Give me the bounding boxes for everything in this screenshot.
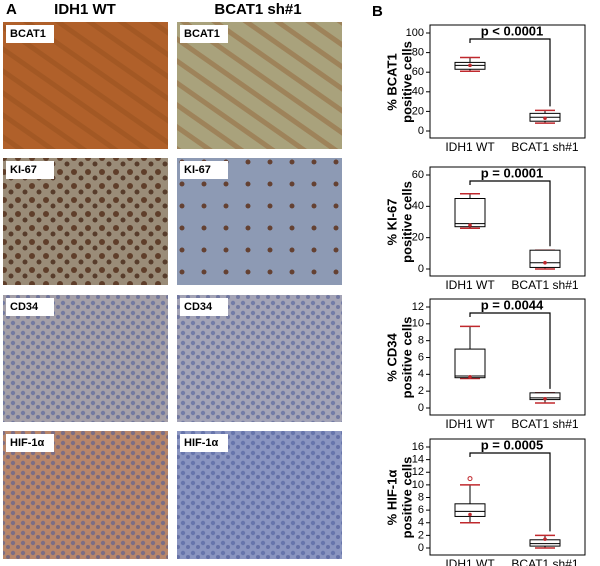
x-tick-label: BCAT1 sh#1 xyxy=(511,278,578,292)
micrograph xyxy=(3,158,342,285)
panel-letter: A xyxy=(6,1,17,18)
y-tick-label: 60 xyxy=(412,66,424,78)
mean xyxy=(468,512,472,517)
image-label: HIF-1α xyxy=(184,437,219,449)
bracket xyxy=(469,312,551,389)
y-tick-label: 20 xyxy=(412,232,424,244)
y-tick-label: 16 xyxy=(412,441,424,453)
label-box xyxy=(180,298,228,316)
panel-letter: B xyxy=(372,3,383,20)
image-label: CD34 xyxy=(184,301,213,313)
y-axis-label: positive cells xyxy=(399,181,414,263)
image-label: BCAT1 xyxy=(184,28,220,40)
y-tick-label: 8 xyxy=(418,491,424,503)
x-tick-label: BCAT1 sh#1 xyxy=(511,557,578,566)
mean xyxy=(468,63,472,68)
image-label: BCAT1 xyxy=(10,28,46,40)
column-header: IDH1 WT xyxy=(54,1,116,18)
y-axis-label: % CD34 xyxy=(384,333,399,382)
y-tick-label: 40 xyxy=(412,86,424,98)
y-tick-label: 10 xyxy=(412,318,424,330)
y-tick-label: 20 xyxy=(412,105,424,117)
mean xyxy=(543,396,547,401)
box xyxy=(454,348,486,379)
plot-frame xyxy=(429,166,586,277)
y-tick-label: 0 xyxy=(418,263,424,275)
y-tick-label: 12 xyxy=(412,466,424,478)
y-axis-label: % BCAT1 xyxy=(384,53,399,111)
y-tick-label: 2 xyxy=(418,385,424,397)
micrograph xyxy=(3,431,342,559)
plot-frame xyxy=(429,24,586,139)
y-axis-label: positive cells xyxy=(399,317,414,399)
y-tick-label: 40 xyxy=(412,200,424,212)
label-box xyxy=(180,161,228,179)
label-box xyxy=(180,25,228,43)
y-tick-label: 6 xyxy=(418,504,424,516)
y-tick-label: 4 xyxy=(418,517,424,529)
y-tick-label: 100 xyxy=(406,27,424,39)
y-tick-label: 8 xyxy=(418,335,424,347)
y-axis-label: positive cells xyxy=(399,41,414,123)
y-tick-label: 4 xyxy=(418,368,424,380)
image-label: KI-67 xyxy=(10,164,37,176)
y-axis-label: % HIF-1α xyxy=(384,470,399,526)
mean xyxy=(543,537,547,541)
x-tick-label: IDH1 WT xyxy=(445,140,495,154)
x-tick-label: BCAT1 sh#1 xyxy=(511,140,578,154)
label-box xyxy=(180,434,228,452)
p-value: p = 0.0001 xyxy=(481,165,544,180)
x-tick-label: BCAT1 sh#1 xyxy=(511,417,578,431)
y-axis-label: % KI-67 xyxy=(384,199,399,246)
column-header: BCAT1 sh#1 xyxy=(214,1,301,18)
bracket xyxy=(469,452,551,532)
mean xyxy=(468,223,472,227)
y-tick-label: 12 xyxy=(412,301,424,313)
x-tick-label: IDH1 WT xyxy=(445,278,495,292)
y-axis-label: positive cells xyxy=(399,457,414,539)
micrograph xyxy=(3,22,342,149)
label-box xyxy=(6,298,54,316)
mean xyxy=(543,260,547,265)
y-tick-label: 2 xyxy=(418,529,424,541)
box xyxy=(454,503,486,517)
y-tick-label: 60 xyxy=(412,169,424,181)
micrograph xyxy=(3,295,342,422)
p-value: p < 0.0001 xyxy=(481,23,544,38)
p-value: p = 0.0044 xyxy=(481,297,544,312)
mean xyxy=(468,375,472,379)
y-tick-label: 0 xyxy=(418,402,424,414)
y-tick-label: 0 xyxy=(418,125,424,137)
y-tick-label: 80 xyxy=(412,47,424,59)
y-tick-label: 6 xyxy=(418,351,424,363)
x-tick-label: IDH1 WT xyxy=(445,417,495,431)
label-box xyxy=(6,161,54,179)
p-value: p = 0.0005 xyxy=(481,437,544,452)
box xyxy=(454,198,486,228)
bracket xyxy=(469,180,551,247)
bracket xyxy=(469,38,551,107)
plot-frame xyxy=(429,298,586,416)
image-label: CD34 xyxy=(10,301,39,313)
box xyxy=(529,249,561,268)
outlier xyxy=(467,476,473,482)
mean xyxy=(543,116,547,121)
image-label: HIF-1α xyxy=(10,437,45,449)
label-box xyxy=(6,434,54,452)
y-tick-label: 10 xyxy=(412,479,424,491)
plot-frame xyxy=(429,438,586,556)
label-box xyxy=(6,25,54,43)
x-tick-label: IDH1 WT xyxy=(445,557,495,566)
y-tick-label: 0 xyxy=(418,542,424,554)
y-tick-label: 14 xyxy=(412,454,424,466)
image-label: KI-67 xyxy=(184,164,211,176)
